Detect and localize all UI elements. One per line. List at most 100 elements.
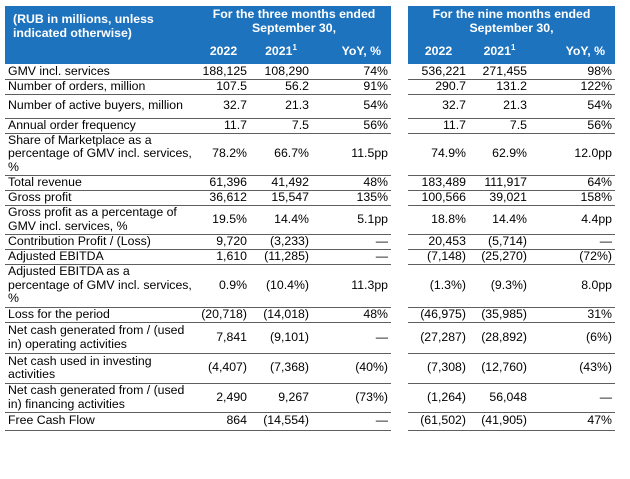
n-2021-value: 7.5 xyxy=(469,118,530,134)
q-2022-value: 36,612 xyxy=(197,190,250,206)
n-yoy-value: (43%) xyxy=(530,353,615,384)
q-yoy-value: 5.1pp xyxy=(312,205,391,235)
n-yoy-value: (6%) xyxy=(530,322,615,354)
q-2022-value: 78.2% xyxy=(197,133,250,176)
column-gap xyxy=(391,353,408,383)
column-gap xyxy=(391,205,408,234)
q-2021-header: 20211 xyxy=(250,39,312,64)
column-gap xyxy=(391,133,408,175)
q-yoy-value: 56% xyxy=(312,118,391,134)
q-yoy-value: 135% xyxy=(312,190,391,206)
q-2021-value: (7,368) xyxy=(250,353,312,384)
column-gap xyxy=(391,190,408,205)
column-gap xyxy=(391,234,408,249)
n-yoy-value: 54% xyxy=(530,94,615,119)
n-yoy-value: 98% xyxy=(530,64,615,80)
n-2021-value: 14.4% xyxy=(469,205,530,235)
q-yoy-header: YoY, % xyxy=(312,39,391,64)
n-2022-value: 74.9% xyxy=(408,133,469,176)
n-2022-value: 290.7 xyxy=(408,79,469,95)
n-yoy-value: 8.0pp xyxy=(530,264,615,308)
n-2021-value: 131.2 xyxy=(469,79,530,95)
n-2021-value: (25,270) xyxy=(469,249,530,265)
n-yoy-value: 158% xyxy=(530,190,615,206)
n-2022-value: 100,566 xyxy=(408,190,469,206)
q-2021-value: (10.4%) xyxy=(250,264,312,308)
q-2021-footnote: 1 xyxy=(292,42,297,52)
q-2021-value: 15,547 xyxy=(250,190,312,206)
row-label: Gross profit xyxy=(5,190,197,206)
q-2022-value: 2,490 xyxy=(197,383,250,413)
row-label: Net cash generated from / (used in) oper… xyxy=(5,322,197,354)
n-2021-value: (28,892) xyxy=(469,322,530,354)
row-label: GMV incl. services xyxy=(5,64,197,80)
q-2021-label: 2021 xyxy=(265,43,293,58)
n-2021-header: 20211 xyxy=(469,39,530,64)
column-gap xyxy=(391,118,408,133)
row-label: Number of active buyers, million xyxy=(5,94,197,119)
n-2021-value: 62.9% xyxy=(469,133,530,176)
n-2021-label: 2021 xyxy=(483,43,511,58)
row-label: Contribution Profit / (Loss) xyxy=(5,234,197,250)
n-2021-value: (9.3%) xyxy=(469,264,530,308)
column-gap xyxy=(391,264,408,307)
row-label: Adjusted EBITDA as a percentage of GMV i… xyxy=(5,264,197,308)
table-row: Net cash used in investing activities (4,… xyxy=(5,353,615,384)
row-label: Loss for the period xyxy=(5,307,197,323)
n-2021-value: (12,760) xyxy=(469,353,530,384)
table-row: Number of active buyers, million 32.7 21.3… xyxy=(5,94,615,119)
q-yoy-value: 91% xyxy=(312,79,391,95)
n-yoy-value: — xyxy=(530,234,615,250)
n-2022-value: (1.3%) xyxy=(408,264,469,308)
q-2021-value: (14,018) xyxy=(250,307,312,323)
n-2022-value: 32.7 xyxy=(408,94,469,119)
table-row: Free Cash Flow 864 (14,554) — (61,502) (41,90… xyxy=(5,412,615,431)
n-yoy-value: 122% xyxy=(530,79,615,95)
n-2021-value: (5,714) xyxy=(469,234,530,250)
table-row: Adjusted EBITDA 1,610 (11,285) — (7,148) (25,… xyxy=(5,249,615,265)
column-gap xyxy=(391,79,408,94)
q-2022-value: 9,720 xyxy=(197,234,250,250)
n-2022-value: (46,975) xyxy=(408,307,469,323)
n-yoy-value: 12.0pp xyxy=(530,133,615,176)
row-label: Total revenue xyxy=(5,175,197,191)
n-2021-value: 21.3 xyxy=(469,94,530,119)
row-label: Annual order frequency xyxy=(5,118,197,134)
q-2021-value: 108,290 xyxy=(250,64,312,80)
q-yoy-value: — xyxy=(312,249,391,265)
table-row: Loss for the period (20,718) (14,018) 48% (4… xyxy=(5,307,615,323)
q-2021-value: (14,554) xyxy=(250,412,312,431)
q-2021-value: 9,267 xyxy=(250,383,312,413)
n-2021-footnote: 1 xyxy=(510,42,516,52)
q-yoy-value: 11.5pp xyxy=(312,133,391,176)
q-2022-value: 11.7 xyxy=(197,118,250,134)
q-yoy-value: (40%) xyxy=(312,353,391,384)
n-yoy-value: 4.4pp xyxy=(530,205,615,235)
n-2022-value: (7,308) xyxy=(408,353,469,384)
q-2022-value: (4,407) xyxy=(197,353,250,384)
row-label: Gross profit as a percentage of GMV incl… xyxy=(5,205,197,235)
n-yoy-value: — xyxy=(530,383,615,413)
column-gap xyxy=(391,6,408,64)
q-2021-value: 66.7% xyxy=(250,133,312,176)
n-2022-value: 11.7 xyxy=(408,118,469,134)
n-2022-value: 183,489 xyxy=(408,175,469,191)
table-body: GMV incl. services 188,125 108,290 74% 536,2… xyxy=(5,64,615,431)
q-yoy-value: — xyxy=(312,234,391,250)
nine-months-header: For the nine months ended September 30, xyxy=(408,6,615,39)
n-2021-value: 56,048 xyxy=(469,383,530,413)
n-2021-value: 111,917 xyxy=(469,175,530,191)
n-2021-value: (41,905) xyxy=(469,412,530,431)
n-yoy-value: 47% xyxy=(530,412,615,431)
q-2021-value: 7.5 xyxy=(250,118,312,134)
table-row: Annual order frequency 11.7 7.5 56% 11.7 7.5 5… xyxy=(5,118,615,134)
row-label: Adjusted EBITDA xyxy=(5,249,197,265)
n-2022-value: 536,221 xyxy=(408,64,469,80)
column-gap xyxy=(391,175,408,190)
n-2022-value: (27,287) xyxy=(408,322,469,354)
n-2022-header: 2022 xyxy=(408,39,469,64)
column-gap xyxy=(391,307,408,322)
column-gap xyxy=(391,94,408,118)
q-2022-value: (20,718) xyxy=(197,307,250,323)
n-2021-value: 39,021 xyxy=(469,190,530,206)
